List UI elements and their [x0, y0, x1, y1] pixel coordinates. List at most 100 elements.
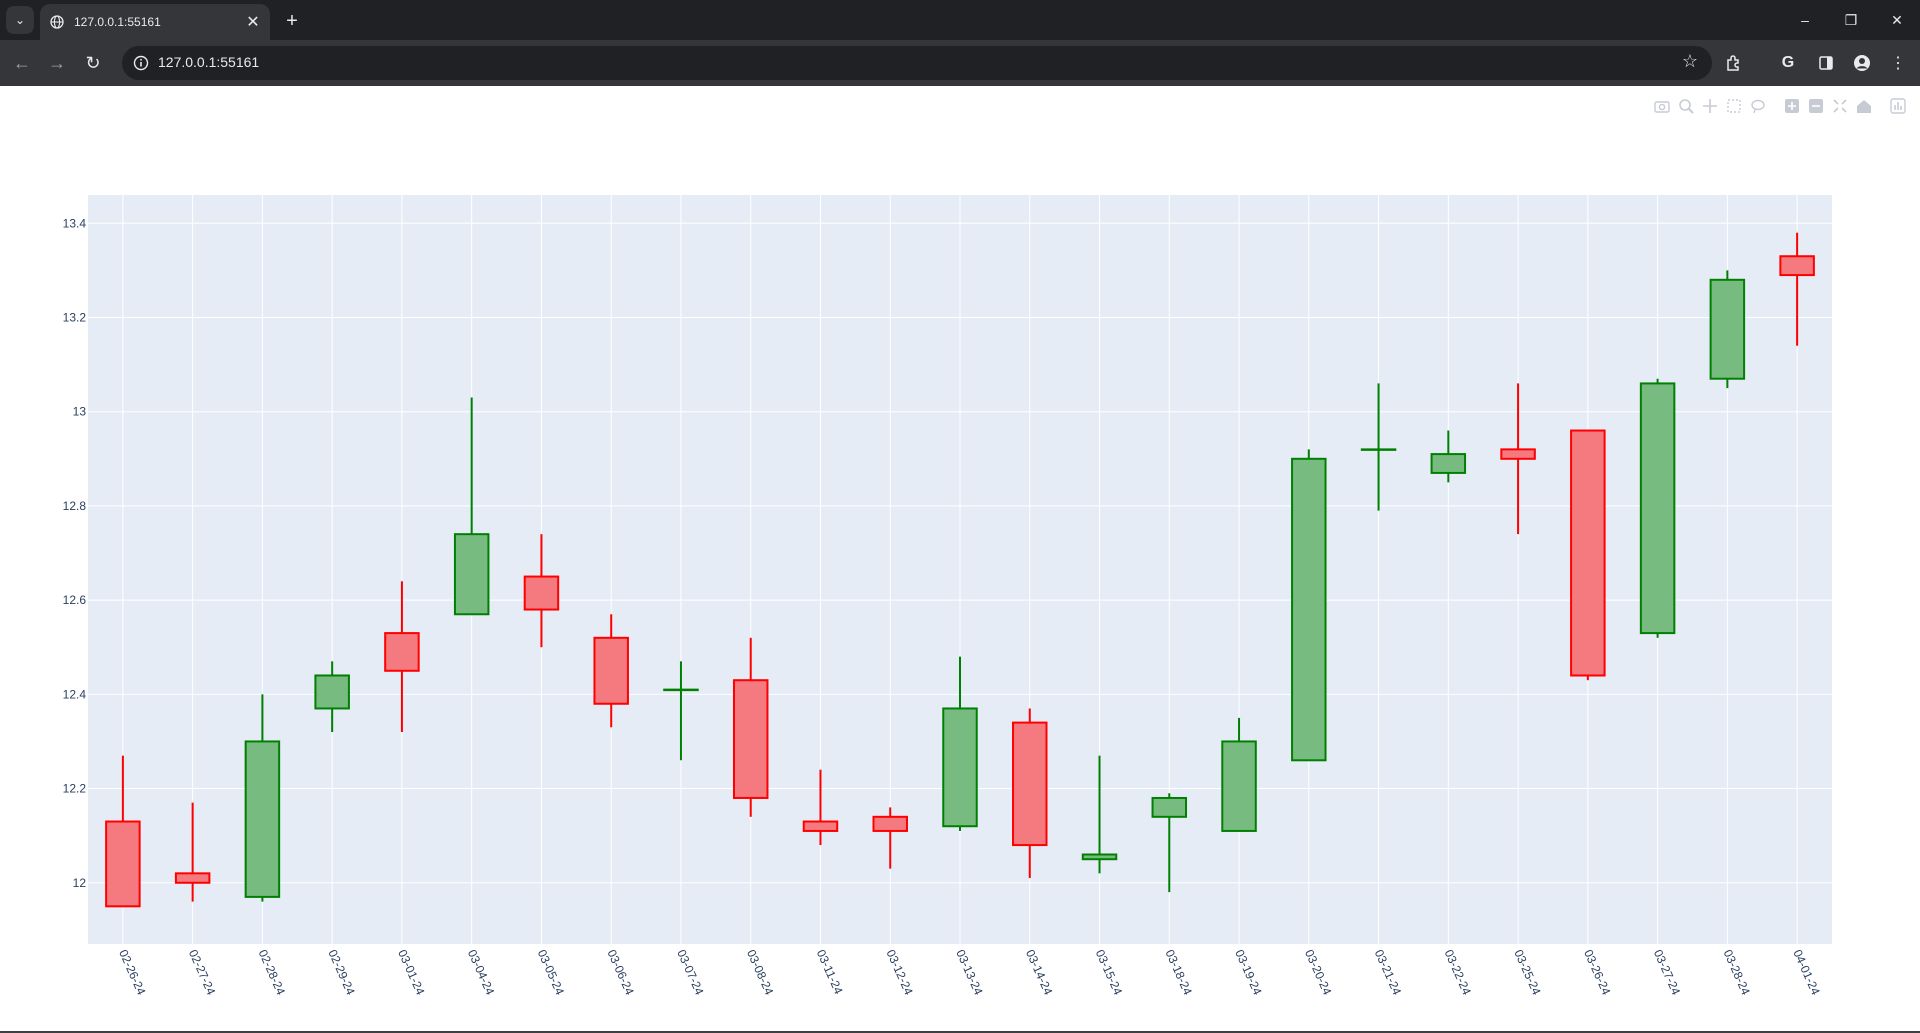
x-tick-label: 03-04-24 — [465, 948, 497, 998]
candlestick-03-27-24[interactable] — [1639, 378, 1676, 638]
candlestick-03-18-24[interactable] — [1151, 793, 1188, 893]
candle-body — [1081, 853, 1118, 861]
more-menu-icon[interactable]: ⋮ — [1890, 55, 1906, 72]
candlestick-03-22-24[interactable] — [1430, 430, 1467, 483]
candlestick-02-29-24[interactable] — [314, 661, 350, 733]
reset-axes-icon[interactable] — [1854, 96, 1874, 116]
close-window-icon[interactable]: ✕ — [1891, 11, 1903, 28]
x-tick-label: 03-13-24 — [953, 948, 985, 998]
candlestick-03-25-24[interactable] — [1500, 383, 1536, 535]
candlestick-03-19-24[interactable] — [1221, 717, 1257, 832]
zoom-out-icon[interactable] — [1806, 96, 1826, 116]
candlestick-03-13-24[interactable] — [942, 656, 978, 831]
new-tab-button[interactable]: + — [286, 9, 298, 32]
candlestick-03-01-24[interactable] — [384, 581, 420, 733]
candlestick-03-26-24[interactable] — [1570, 429, 1606, 681]
globe-icon — [50, 15, 64, 29]
candle-body — [1709, 278, 1746, 380]
chevron-down-icon: ⌄ — [14, 13, 26, 27]
x-tick-label: 03-07-24 — [674, 948, 706, 998]
camera-icon[interactable] — [1652, 96, 1672, 116]
x-tick-label: 03-12-24 — [883, 948, 915, 998]
tab-strip: ⌄ 127.0.0.1:55161 ✕ + – ❐ ✕ — [0, 0, 1920, 40]
autoscale-icon[interactable] — [1830, 96, 1850, 116]
x-tick-label: 02-27-24 — [186, 948, 218, 998]
candle-body — [663, 688, 699, 692]
window-bottom-border — [0, 1031, 1920, 1033]
candle-body — [802, 820, 839, 832]
candle-body — [453, 533, 490, 616]
y-tick-label: 12.8 — [63, 499, 87, 513]
candlestick-04-01-24[interactable] — [1779, 232, 1815, 346]
candlestick-03-21-24[interactable] — [1360, 383, 1397, 511]
candlestick-03-12-24[interactable] — [872, 807, 908, 869]
candlestick-03-08-24[interactable] — [732, 637, 769, 817]
profile-icon[interactable] — [1848, 49, 1876, 77]
side-panel-icon[interactable] — [1812, 49, 1840, 77]
candlestick-03-11-24[interactable] — [802, 769, 839, 846]
candlestick-02-26-24[interactable] — [105, 755, 141, 908]
y-tick-label: 13.4 — [63, 216, 87, 230]
google-account-icon[interactable]: G — [1781, 54, 1795, 71]
restore-window-icon[interactable]: ❐ — [1844, 11, 1858, 28]
pan-icon[interactable] — [1700, 96, 1720, 116]
candle-body — [314, 674, 350, 710]
x-tick-label: 03-28-24 — [1721, 948, 1753, 998]
x-tick-label: 03-25-24 — [1511, 948, 1543, 998]
y-tick-label: 13 — [73, 405, 87, 419]
candle-body — [174, 872, 211, 884]
tab-title: 127.0.0.1:55161 — [74, 15, 161, 29]
site-info-icon[interactable] — [132, 54, 150, 72]
candlestick-03-20-24[interactable] — [1291, 449, 1327, 762]
candlestick-02-27-24[interactable] — [174, 802, 211, 902]
extensions-icon[interactable] — [1720, 49, 1748, 77]
x-tick-label: 03-21-24 — [1372, 948, 1404, 998]
forward-arrow-icon[interactable]: → — [48, 52, 66, 73]
candle-body — [872, 815, 908, 832]
x-axis-ticks: 02-26-24 02-27-24 02-28-24 02-29-24 03-01-24… — [116, 948, 1823, 998]
x-tick-label: 03-15-24 — [1093, 948, 1125, 998]
candle-body — [1779, 255, 1815, 277]
minimize-window-icon[interactable]: – — [1801, 12, 1809, 28]
x-tick-label: 02-29-24 — [325, 948, 357, 998]
y-tick-label: 12.4 — [63, 687, 87, 701]
x-tick-label: 03-22-24 — [1442, 948, 1474, 998]
tab-search-button[interactable]: ⌄ — [6, 6, 34, 34]
x-tick-label: 03-27-24 — [1651, 948, 1683, 998]
close-tab-icon[interactable]: ✕ — [246, 14, 260, 31]
candle-body — [1151, 796, 1188, 818]
candlestick-03-07-24[interactable] — [663, 661, 699, 761]
candle-body — [593, 636, 629, 705]
candlestick-03-28-24[interactable] — [1709, 270, 1746, 389]
reload-icon[interactable]: ↻ — [85, 52, 101, 73]
candle-body — [1639, 382, 1676, 635]
y-tick-label: 12.6 — [63, 593, 87, 607]
zoom-icon[interactable] — [1676, 96, 1696, 116]
candlestick-02-28-24[interactable] — [244, 694, 281, 902]
back-arrow-icon[interactable]: ← — [13, 52, 31, 73]
x-tick-label: 03-01-24 — [395, 948, 427, 998]
candle-body — [523, 575, 560, 611]
candlestick-03-04-24[interactable] — [453, 397, 490, 616]
plotly-logo-icon[interactable] — [1888, 96, 1908, 116]
candle-body — [1430, 453, 1467, 474]
candlestick-03-14-24[interactable] — [1012, 708, 1048, 879]
address-bar[interactable]: 127.0.0.1:55161 ☆ — [122, 46, 1712, 80]
zoom-in-icon[interactable] — [1782, 96, 1802, 116]
y-tick-label: 12.2 — [63, 782, 87, 796]
candlestick-03-05-24[interactable] — [523, 534, 560, 648]
candle-body — [1221, 740, 1257, 832]
candlestick-series — [105, 232, 1815, 908]
box-select-icon[interactable] — [1724, 96, 1744, 116]
y-tick-label: 12 — [73, 876, 87, 890]
lasso-select-icon[interactable] — [1748, 96, 1768, 116]
candlestick-03-06-24[interactable] — [593, 614, 629, 728]
x-tick-label: 03-05-24 — [535, 948, 567, 998]
bookmark-star-icon[interactable]: ☆ — [1681, 51, 1698, 71]
candlestick-03-15-24[interactable] — [1081, 755, 1118, 874]
plot-modebar — [1652, 96, 1908, 116]
candle-body — [732, 679, 769, 799]
active-tab[interactable]: 127.0.0.1:55161 ✕ — [40, 4, 270, 40]
y-tick-label: 13.2 — [63, 310, 87, 324]
